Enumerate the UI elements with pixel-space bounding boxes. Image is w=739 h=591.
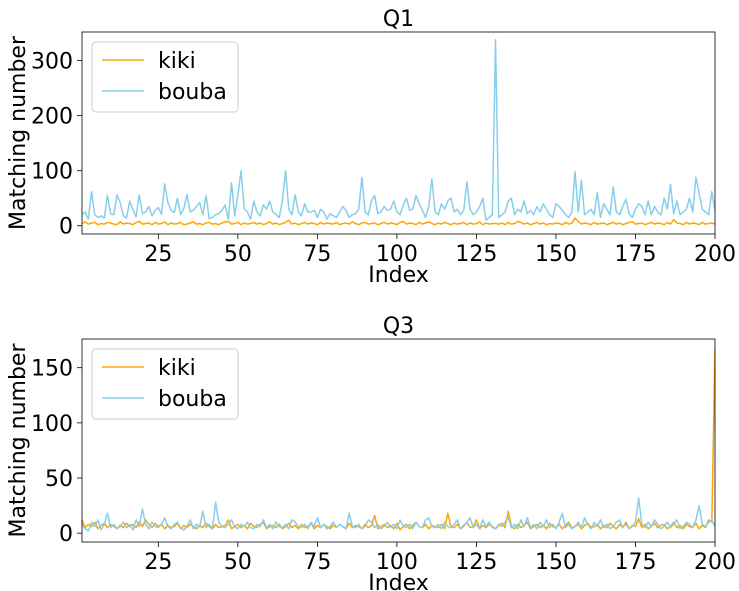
x-tick-label: 150 [535,550,577,575]
y-tick-label: 0 [59,215,73,240]
legend-label-kiki: kiki [158,49,196,74]
x-tick-label: 75 [303,550,331,575]
plot-frame [81,31,716,235]
legend: kiki bouba [91,348,239,420]
y-tick-label: 200 [31,105,73,130]
x-tick-label: 175 [614,242,656,267]
series-line-kiki [82,217,715,226]
legend: kiki bouba [91,41,239,113]
x-tick-label: 100 [376,550,418,575]
y-tick-label: 0 [59,522,73,547]
x-tick-label: 25 [144,242,172,267]
x-tick-label: 175 [614,550,656,575]
y-tick-label: 150 [31,357,73,382]
x-tick-label: 50 [224,550,252,575]
x-tick-label: 25 [144,550,172,575]
chart-title: Q1 [383,7,414,32]
x-tick-label: 50 [224,242,252,267]
chart-panel-q3: 25 50 75 100 125 150 175 200 0 50 100 150 Q3 Index Mat… [6,314,736,591]
chart-panel-q1: 25 50 75 100 125 150 175 200 0 100 200 300 Q1 Index Ma… [6,7,736,288]
y-tick-label: 100 [31,412,73,437]
x-tick-label: 75 [303,242,331,267]
x-tick-label: 150 [535,242,577,267]
x-tick-label: 200 [694,550,736,575]
legend-label-kiki: kiki [158,356,196,381]
plot-frame [81,338,716,543]
series-line-bouba [82,497,715,532]
y-axis-label: Matching number [6,343,31,538]
y-tick-label: 300 [31,50,73,75]
y-tick-label: 50 [45,467,73,492]
x-axis-label: Index [368,263,429,288]
x-tick-label: 125 [455,550,497,575]
x-tick-label: 100 [376,242,418,267]
y-axis-label: Matching number [6,35,31,230]
series-line-bouba [82,38,715,221]
x-axis-label: Index [368,571,429,591]
x-tick-label: 200 [694,242,736,267]
legend-label-bouba: bouba [158,387,227,412]
x-tick-label: 125 [455,242,497,267]
y-tick-label: 100 [31,160,73,185]
chart-title: Q3 [383,314,414,339]
series-line-kiki [82,348,715,531]
legend-label-bouba: bouba [158,80,227,105]
